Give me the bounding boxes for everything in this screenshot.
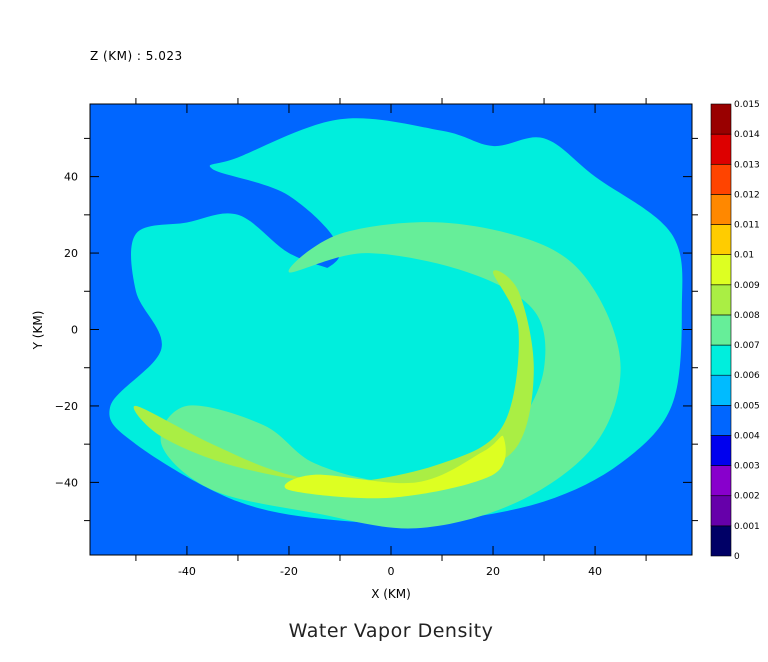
colorbar-bin — [710, 344, 732, 376]
y-tick-label: 0 — [71, 324, 78, 337]
colorbar-label: 0.013 — [734, 160, 760, 170]
colorbar-label: 0 — [734, 552, 740, 562]
contour-level-0_009 — [284, 435, 506, 499]
colorbar-label: 0.004 — [734, 431, 760, 441]
y-tick-label: −20 — [55, 400, 78, 413]
colorbar-bin — [710, 284, 732, 316]
colorbar-label: 0.012 — [734, 190, 760, 200]
colorbar-label: 0.003 — [734, 462, 760, 472]
colorbar-bin — [710, 374, 732, 406]
y-tick-label: −40 — [55, 476, 78, 489]
colorbar-label: 0.008 — [734, 311, 760, 321]
colorbar-bin — [710, 405, 732, 436]
x-tick-label: -20 — [280, 565, 298, 578]
contour-fills — [109, 118, 683, 529]
colorbar-bin — [710, 465, 732, 497]
colorbar-label: 0.002 — [734, 492, 760, 502]
colorbar-bin — [710, 133, 732, 165]
y-axis-ticks: 40 20 0 −20 −40 — [55, 137, 698, 522]
colorbar-label: 0.01 — [734, 251, 754, 261]
plot-area — [90, 104, 692, 555]
colorbar-bin — [710, 314, 732, 346]
x-axis-ticks: -40 -20 0 20 40 — [135, 98, 647, 578]
x-tick-label: 0 — [388, 565, 395, 578]
y-axis-label: Y (KM) — [31, 311, 45, 351]
chart-title: Water Vapor Density — [289, 620, 494, 642]
colorbar-label: 0.001 — [734, 522, 760, 532]
colorbar-label: 0.007 — [734, 341, 760, 351]
colorbar-bin — [710, 254, 732, 286]
y-tick-label: 20 — [64, 247, 78, 260]
colorbar-label: 0.011 — [734, 221, 760, 231]
x-tick-label: -40 — [178, 565, 196, 578]
colorbar-bin — [710, 525, 732, 557]
colorbar-label: 0.005 — [734, 401, 760, 411]
x-tick-label: 40 — [588, 565, 602, 578]
x-axis-label: X (KM) — [371, 587, 411, 601]
colorbar-bin — [710, 103, 732, 135]
colorbar-label: 0.006 — [734, 371, 760, 381]
colorbar-bin — [710, 435, 732, 466]
y-tick-label: 40 — [64, 171, 78, 184]
colorbar-label: 0.015 — [734, 100, 760, 110]
colorbar-bin — [710, 495, 732, 527]
colorbar-bin — [710, 194, 732, 225]
chart-subtitle: Z (KM) : 5.023 — [90, 49, 183, 63]
colorbar-label: 0.014 — [734, 130, 760, 140]
x-tick-label: 20 — [486, 565, 500, 578]
colorbar: 0 0.001 0.002 0.003 0.004 0.005 0.006 0.007 0.00… — [710, 100, 760, 562]
colorbar-bin — [710, 224, 732, 255]
colorbar-label: 0.009 — [734, 281, 760, 291]
colorbar-bin — [710, 163, 732, 195]
